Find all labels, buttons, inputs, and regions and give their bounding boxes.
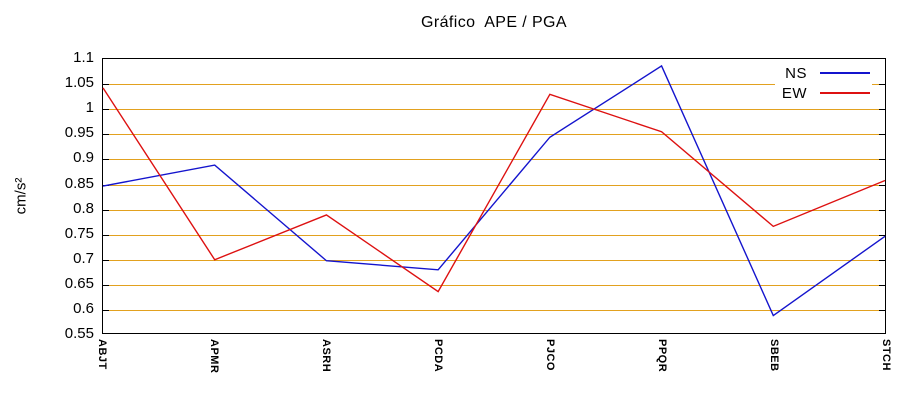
x-tick-label: PCDA [432,339,444,373]
right-axis-tick [879,84,885,86]
right-axis-tick [879,134,885,136]
gridline [103,134,885,136]
right-axis-tick [879,234,885,236]
x-tick-label: APMR [208,339,220,374]
legend-line-sample [820,72,870,74]
left-axis-tick [103,259,109,261]
gridline [103,259,885,261]
y-tick-label: 0.6 [73,299,94,317]
gridline [103,84,885,86]
y-tick-label: 0.85 [64,174,94,192]
x-tick-label: PJCO [544,339,556,371]
gridline [103,234,885,236]
y-tick-label: 0.55 [64,325,94,342]
chart-title: Gráfico APE / PGA [421,14,567,31]
y-tick-label: 1.1 [73,49,94,66]
left-axis-tick [103,159,109,161]
legend-label: EW [781,84,807,102]
left-axis-tick [103,209,109,211]
left-axis-tick [103,309,109,311]
gridline [103,284,885,286]
left-axis-tick [103,234,109,236]
left-axis-tick [103,284,109,286]
left-axis-tick [103,109,109,111]
y-tick-label: 0.65 [64,274,94,292]
legend: NS EW [775,62,872,104]
gridline [103,109,885,111]
right-axis-tick [879,309,885,311]
gridline [103,209,885,211]
gridline [103,159,885,161]
legend-item-ns: NS [777,63,870,83]
legend-line-sample [820,92,870,94]
x-tick-label: STCH [880,339,892,371]
x-tick-label: PPQR [656,339,668,373]
left-axis-tick [103,84,109,86]
left-axis-tick [103,134,109,136]
gridline [103,309,885,311]
right-axis-tick [879,109,885,111]
series-line-ns [102,64,886,317]
y-tick-label: 1 [85,99,94,117]
y-tick-label: 0.9 [73,149,94,167]
y-tick-label: 0.95 [64,124,94,142]
series-line-ew [102,87,886,293]
legend-label: NS [785,64,807,82]
right-axis-tick [879,284,885,286]
x-tick-label: SBEB [768,339,780,372]
x-tick-label: ABJT [96,339,108,370]
legend-item-ew: EW [777,83,870,103]
right-axis-tick [879,159,885,161]
right-axis-tick [879,209,885,211]
y-tick-label: 1.05 [64,74,94,92]
x-tick-label: ASRH [320,339,332,373]
y-tick-label: 0.7 [73,249,94,267]
right-axis-tick [879,184,885,186]
y-tick-label: 0.75 [64,224,94,242]
right-axis-tick [879,259,885,261]
y-tick-label: 0.8 [73,199,94,217]
plot-svg [102,64,886,317]
gridline [103,184,885,186]
plot-area: NS EW [102,58,886,334]
